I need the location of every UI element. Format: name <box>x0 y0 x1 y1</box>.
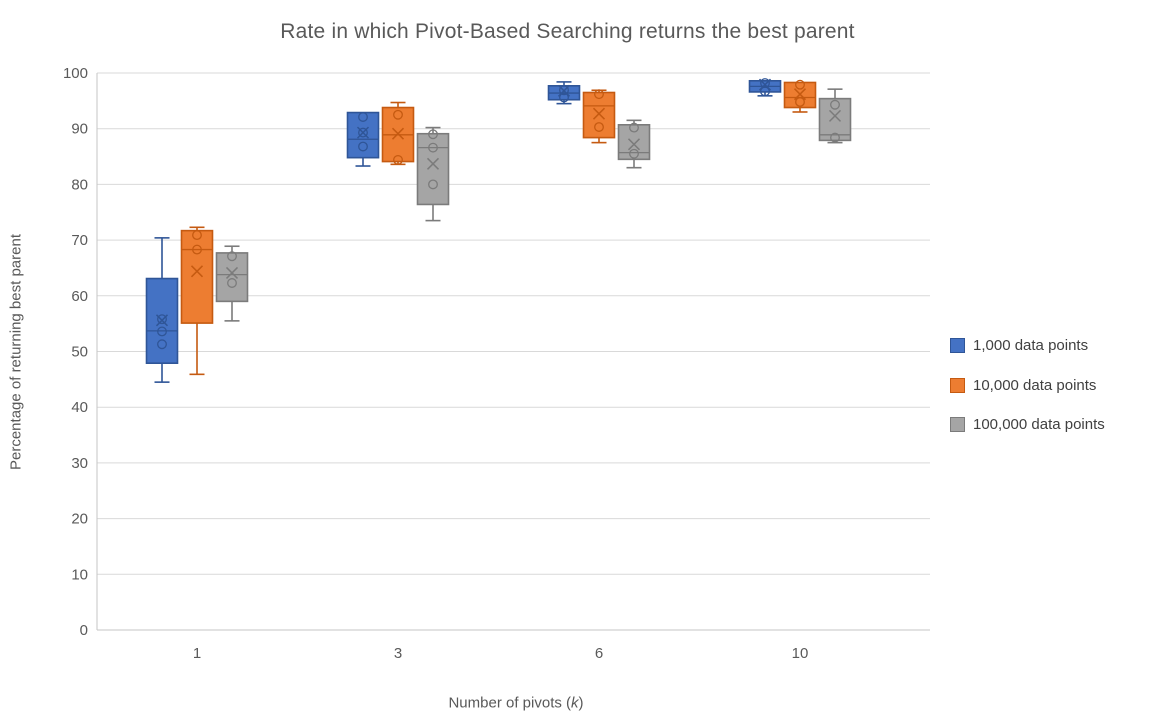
y-tick-label: 30 <box>71 455 88 472</box>
mean-x-marker <box>356 126 370 139</box>
data-point-marker <box>760 86 770 97</box>
data-point-marker <box>192 244 202 255</box>
box-plot <box>783 79 817 113</box>
data-point-marker <box>227 251 237 262</box>
data-point-marker <box>830 132 840 143</box>
x-axis-title-text: Number of pivots ( <box>448 694 572 712</box>
y-axis-title: Percentage of returning best parent <box>7 234 25 470</box>
box-plot <box>215 245 249 322</box>
box-iqr <box>416 132 450 206</box>
box-iqr <box>215 252 249 303</box>
box-iqr <box>180 229 214 324</box>
y-tick-label: 60 <box>71 288 88 305</box>
legend-item: 10,000 data points <box>950 376 1105 394</box>
data-point-marker <box>795 79 805 90</box>
data-point-marker <box>428 129 438 140</box>
chart-title: Rate in which Pivot-Based Searching retu… <box>280 20 855 43</box>
legend-item: 100,000 data points <box>950 416 1105 433</box>
legend-item: 1,000 data points <box>950 337 1105 354</box>
mean-x-marker <box>592 107 606 120</box>
data-point-marker <box>428 179 438 190</box>
y-tick-label: 20 <box>71 511 88 528</box>
y-tick-label: 40 <box>71 399 88 416</box>
data-point-marker <box>393 154 403 165</box>
box-plot <box>145 237 179 383</box>
mean-x-marker <box>426 157 440 170</box>
data-point-marker <box>157 339 167 350</box>
y-tick-label: 80 <box>71 176 88 193</box>
legend-label: 1,000 data points <box>973 337 1089 354</box>
data-point-marker <box>428 142 438 153</box>
y-tick-label: 0 <box>80 622 88 639</box>
box-plot <box>547 81 581 105</box>
y-tick-label: 50 <box>71 344 88 361</box>
box-iqr <box>346 111 380 159</box>
x-category-label: 1 <box>193 645 201 662</box>
legend-label: 100,000 data points <box>973 416 1105 433</box>
legend: 1,000 data points 10,000 data points 100… <box>950 337 1105 457</box>
data-point-marker <box>227 278 237 288</box>
mean-x-marker <box>627 138 641 151</box>
box-iqr <box>617 124 651 161</box>
x-axis-title: Number of pivots (k) <box>448 695 583 712</box>
data-point-marker <box>559 85 569 96</box>
x-axis-title-k: k <box>571 694 579 712</box>
mean-x-marker <box>828 109 842 122</box>
data-point-marker <box>594 89 604 100</box>
y-tick-label: 90 <box>71 121 88 138</box>
mean-x-marker <box>190 265 204 278</box>
data-point-marker <box>358 112 368 122</box>
box-iqr <box>582 91 616 139</box>
box-plot <box>346 111 380 167</box>
data-point-marker <box>393 109 403 120</box>
mean-x-marker <box>758 78 772 91</box>
data-point-marker <box>192 230 202 241</box>
mean-x-marker <box>557 84 571 97</box>
y-tick-label: 100 <box>63 65 88 82</box>
data-point-marker <box>629 148 639 159</box>
data-point-marker <box>830 99 840 110</box>
x-category-label: 3 <box>394 645 402 662</box>
box-iqr <box>818 97 852 142</box>
x-axis-title-suffix: ) <box>578 694 584 712</box>
data-point-marker <box>559 92 569 103</box>
box-plot <box>416 126 450 222</box>
data-point-marker <box>795 97 805 107</box>
data-point-marker <box>594 122 604 132</box>
legend-swatch-gray <box>950 417 965 432</box>
y-tick-label: 10 <box>71 566 88 583</box>
box-plot <box>748 78 782 97</box>
x-category-label: 6 <box>595 645 603 662</box>
data-point-marker <box>157 326 167 337</box>
x-category-label: 10 <box>792 645 809 662</box>
legend-swatch-blue <box>950 338 965 353</box>
box-plot <box>180 226 214 376</box>
mean-x-marker <box>391 127 405 140</box>
data-point-marker <box>157 314 167 325</box>
mean-x-marker <box>793 88 807 101</box>
box-plot <box>381 101 415 166</box>
legend-label: 10,000 data points <box>973 376 1097 394</box>
mean-x-marker <box>225 266 239 279</box>
data-point-marker <box>358 127 368 138</box>
box-plot <box>617 119 651 169</box>
y-tick-label: 70 <box>71 232 88 249</box>
box-plot <box>818 88 852 144</box>
box-plot <box>582 89 616 144</box>
data-point-marker <box>358 141 368 152</box>
data-point-marker <box>629 122 639 133</box>
mean-x-marker <box>155 314 169 327</box>
legend-swatch-orange <box>950 377 965 393</box>
